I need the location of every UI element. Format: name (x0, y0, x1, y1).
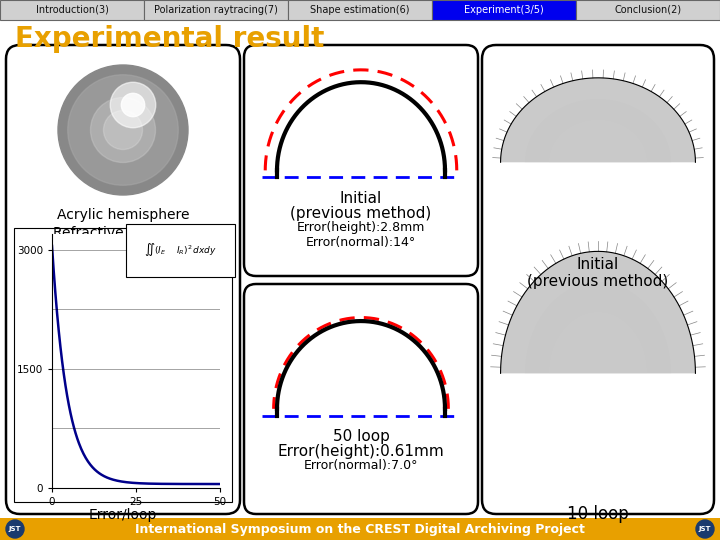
FancyBboxPatch shape (482, 45, 714, 514)
Text: JST: JST (698, 526, 711, 532)
Text: Polarization raytracing(7): Polarization raytracing(7) (154, 5, 278, 15)
Text: $\iint(I_E\ \ \ \ I_R)^2\,dxdy$: $\iint(I_E\ \ \ \ I_R)^2\,dxdy$ (144, 241, 217, 259)
Polygon shape (549, 312, 647, 373)
Text: (previous method): (previous method) (290, 206, 431, 220)
Bar (14, 228, 232, 502)
Text: (previous method): (previous method) (527, 274, 669, 289)
Text: 50 loop: 50 loop (333, 429, 390, 444)
Bar (0, 518, 720, 540)
Text: Initial: Initial (577, 256, 619, 272)
Bar (288, 0, 432, 20)
Circle shape (696, 520, 714, 538)
Text: International Symposium on the CREST Digital Archiving Project: International Symposium on the CREST Dig… (135, 523, 585, 536)
Polygon shape (525, 99, 671, 162)
Text: Refractive index 1.5: Refractive index 1.5 (53, 226, 193, 240)
Text: Initial: Initial (340, 191, 382, 206)
FancyBboxPatch shape (244, 45, 478, 276)
Polygon shape (525, 282, 671, 373)
Bar (432, 0, 576, 20)
Polygon shape (500, 251, 696, 373)
Circle shape (6, 520, 24, 538)
Text: Error(height):2.8mm: Error(height):2.8mm (297, 220, 426, 233)
Text: Experimental result: Experimental result (15, 25, 325, 53)
FancyBboxPatch shape (244, 284, 478, 514)
Text: Error(height):0.61mm: Error(height):0.61mm (278, 444, 444, 459)
Circle shape (110, 82, 156, 128)
Text: Introduction(3): Introduction(3) (35, 5, 109, 15)
Text: Diameter 30mm: Diameter 30mm (66, 244, 180, 258)
Text: Experiment(3/5): Experiment(3/5) (464, 5, 544, 15)
Circle shape (68, 75, 179, 185)
Circle shape (91, 98, 156, 163)
Text: Conclusion(2): Conclusion(2) (614, 5, 682, 15)
Polygon shape (549, 120, 647, 162)
Circle shape (104, 111, 143, 150)
Text: JST: JST (9, 526, 22, 532)
Polygon shape (500, 78, 696, 162)
Text: Shape estimation(6): Shape estimation(6) (310, 5, 410, 15)
Bar (144, 0, 288, 20)
Polygon shape (500, 251, 696, 373)
Circle shape (121, 93, 145, 117)
Circle shape (58, 65, 188, 195)
Text: 10 loop: 10 loop (567, 505, 629, 523)
FancyBboxPatch shape (6, 45, 240, 514)
Text: Error(normal):14°: Error(normal):14° (306, 235, 416, 248)
Bar (576, 0, 720, 20)
Polygon shape (500, 78, 696, 162)
Text: Error(normal):7.0°: Error(normal):7.0° (304, 459, 418, 472)
Text: Error/loop: Error/loop (89, 508, 157, 522)
Text: Acrylic hemisphere: Acrylic hemisphere (57, 208, 189, 222)
Bar (0, 0, 144, 20)
